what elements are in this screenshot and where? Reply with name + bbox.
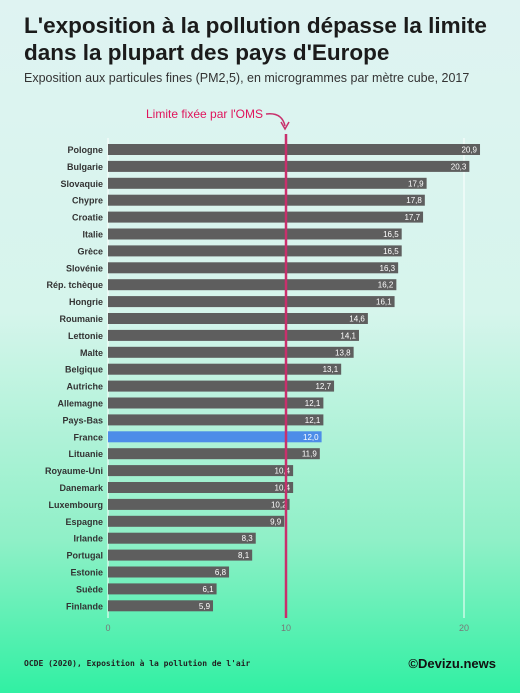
category-label: Espagne [65,517,103,527]
chart-subtitle: Exposition aux particules fines (PM2,5),… [24,71,470,85]
category-label: Malte [80,348,103,358]
category-label: Chypre [72,196,103,206]
bar [108,279,397,291]
category-label: Pologne [68,145,104,155]
bar [108,211,424,223]
category-label: Rép. tchèque [46,280,103,290]
value-label: 13,8 [335,348,351,357]
chart-title: L'exposition à la pollution dépasse la l… [24,13,487,65]
value-label: 16,5 [383,230,399,239]
category-label: Danemark [59,483,104,493]
bar [108,194,425,206]
value-label: 14,1 [340,331,356,340]
x-tick-label: 20 [459,623,469,633]
category-label: Slovaquie [60,179,103,189]
bar [108,363,342,375]
x-tick-label: 10 [281,623,291,633]
bar [108,313,368,324]
category-label: Allemagne [57,399,103,409]
bar [108,346,354,358]
value-label: 17,7 [404,213,420,222]
bar [108,245,402,257]
value-label: 14,6 [349,315,365,324]
value-label: 6,1 [202,585,214,594]
category-label: Italie [82,230,103,240]
brand-label: ©Devizu.news [408,656,496,671]
bar [108,296,395,308]
bar [108,515,285,527]
value-label: 16,5 [383,247,399,256]
bar [108,465,294,477]
category-label: Bulgarie [67,162,103,172]
category-label: France [73,432,103,442]
category-label: Royaume-Uni [45,466,103,476]
bar [108,414,324,426]
category-label: Grèce [77,246,103,256]
category-label: Slovénie [66,263,103,273]
bar [108,482,294,493]
category-label: Pays-Bas [62,415,103,425]
bar [108,177,427,189]
category-label: Finlande [66,601,103,611]
bar [108,380,335,392]
value-label: 12,0 [303,433,319,442]
limit-annotation: Limite fixée par l'OMS [146,107,263,121]
bar [108,498,290,510]
bar [108,600,214,612]
bar [108,228,402,240]
bar [108,431,322,443]
value-label: 11,9 [302,450,318,459]
value-label: 5,9 [199,602,211,611]
bar [108,144,481,155]
source-note: OCDE (2020), Exposition à la pollution d… [24,659,251,668]
category-label: Irlande [73,534,103,544]
value-label: 10,4 [275,467,291,476]
value-label: 17,9 [408,179,424,188]
value-label: 9,9 [270,517,282,526]
bar [108,397,324,409]
value-label: 8,3 [242,534,254,543]
value-label: 10,2 [271,500,287,509]
value-label: 12,1 [305,416,321,425]
value-label: 17,8 [406,196,422,205]
value-label: 20,9 [461,146,477,155]
category-label: Autriche [66,382,103,392]
value-label: 6,8 [215,568,227,577]
value-label: 10,4 [275,484,291,493]
category-label: Estonie [70,568,103,578]
category-label: Luxembourg [48,500,103,510]
category-label: Portugal [66,551,103,561]
bar [108,262,399,274]
category-label: Hongrie [69,297,103,307]
value-label: 13,1 [323,365,339,374]
value-label: 20,3 [451,162,467,171]
bar [108,583,217,595]
value-label: 12,1 [305,399,321,408]
x-tick-label: 0 [105,623,110,633]
category-label: Lituanie [68,449,103,459]
category-label: Belgique [65,365,103,375]
bar [108,532,256,544]
bar [108,448,320,460]
bar [108,160,470,172]
bar [108,329,359,341]
category-label: Roumanie [59,314,103,324]
annotation-arrowhead [280,121,290,131]
value-label: 16,3 [380,264,396,273]
value-label: 16,1 [376,298,392,307]
value-label: 16,2 [378,281,394,290]
category-label: Croatie [72,213,103,223]
category-label: Suède [76,584,103,594]
bar [108,566,230,578]
value-label: 12,7 [315,382,331,391]
bar [108,549,253,561]
value-label: 8,1 [238,551,250,560]
annotation-arrow [265,113,286,127]
category-label: Lettonie [68,331,103,341]
